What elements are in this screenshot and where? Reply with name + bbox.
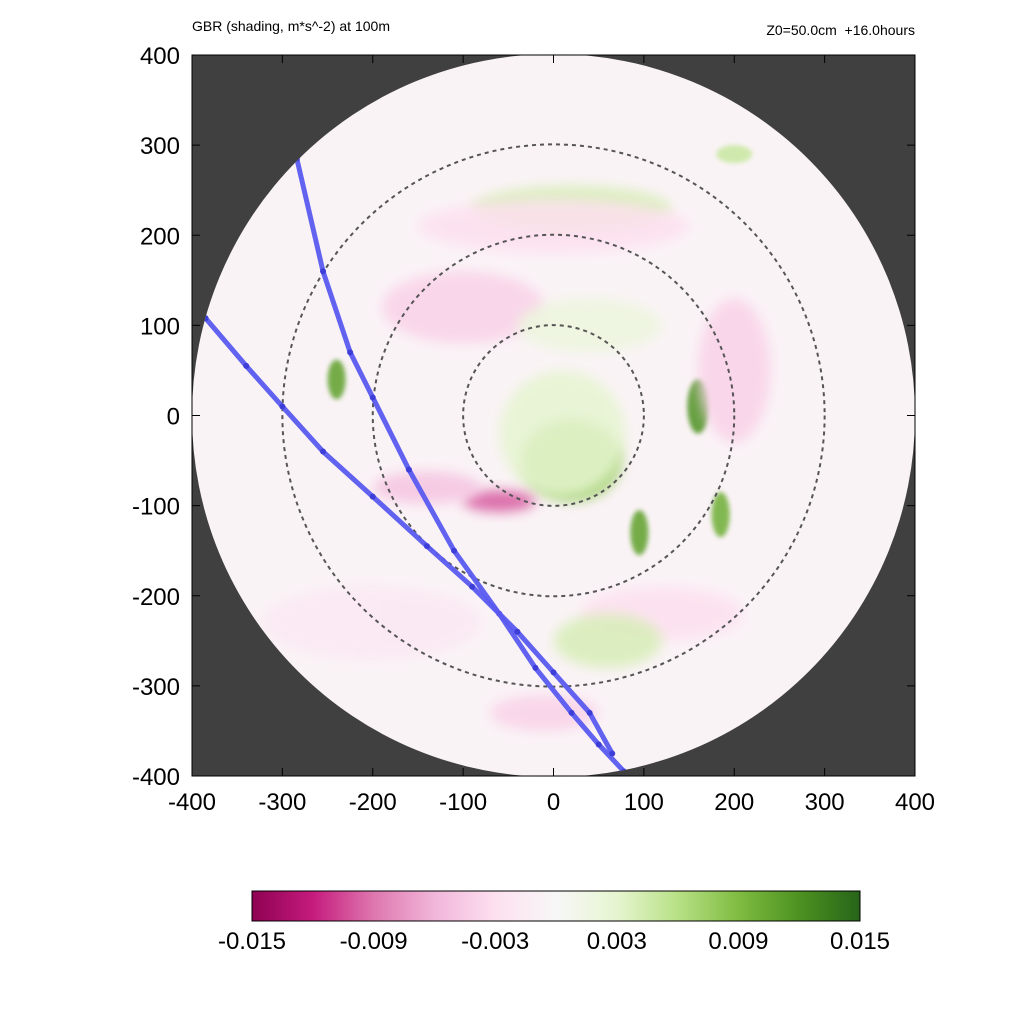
colorbar-tick-label: 0.015 [830,928,890,955]
colorbar: -0.015 -0.009 -0.003 0.003 0.009 0.015 [218,890,890,955]
x-tick-label: 0 [547,789,560,816]
range-ring-200 [371,233,736,598]
shading-feature-16 [517,298,662,353]
track-2-point-8 [514,628,521,635]
track-2-point-2 [243,362,250,369]
shading-feature-10 [381,271,545,344]
track-2-point-3 [279,403,286,410]
track-2-point-5 [369,493,376,500]
x-tick-label: 400 [895,789,935,816]
shading-feature-14 [553,613,662,668]
track-1-point-10 [595,741,602,748]
track-2-point-7 [469,583,476,590]
colorbar-gradient [251,890,861,922]
y-tick-label: -100 [132,494,180,521]
track-2-point-6 [423,543,430,550]
track-2-point-10 [586,709,593,716]
shading-feature-12 [417,199,690,254]
range-ring-100 [462,324,645,507]
shading-feature-9 [698,298,771,443]
y-tick-label: -300 [132,674,180,701]
shading-feature-17 [716,145,753,164]
track-1-point-2 [320,268,327,275]
shading-feature-7 [463,490,536,512]
colorbar-tick-label: 0.003 [587,928,647,955]
x-tick-label: -400 [168,789,216,816]
shading-feature-4 [630,510,649,556]
track-1-point-4 [369,394,376,401]
colorbar-tick-label: -0.003 [461,928,529,955]
chart-subtitle: Z0=50.0cm +16.0hours [766,22,915,38]
chart-title: GBR (shading, m*s^-2) at 100m [192,18,390,34]
shading-feature-5 [711,492,730,538]
shading-feature-6 [327,359,346,400]
x-tick-label: -300 [258,789,306,816]
x-tick-label: 100 [624,789,664,816]
y-tick-label: 0 [167,404,180,431]
track-1-point-5 [405,466,412,473]
x-tick-label: -100 [439,789,487,816]
shading-feature-2 [499,370,626,497]
y-tick-label: 400 [140,43,180,70]
y-tick-label: 300 [140,133,180,160]
track-2-point-4 [320,448,327,455]
x-tick-label: -200 [349,789,397,816]
colorbar-tick-label: -0.015 [218,928,286,955]
storm-tracks [202,155,627,775]
track-1-point-9 [568,709,575,716]
x-axis: -400 -300 -200 -100 0 100 200 300 400 [168,55,935,816]
x-tick-label: 300 [805,789,845,816]
track-2-point-9 [550,669,557,676]
shading-feature-8 [372,471,482,504]
track-1-point-8 [532,664,539,671]
y-axis: -400 -300 -200 -100 0 100 200 300 400 [132,43,915,791]
x-tick-label: 200 [714,789,754,816]
y-tick-label: 100 [140,313,180,340]
shading-features [264,145,771,731]
track-2-point-11 [609,750,616,757]
track-1-point-3 [347,349,354,356]
track-1-point-6 [451,547,458,554]
y-tick-label: -400 [132,764,180,791]
y-tick-label: -200 [132,584,180,611]
colorbar-tick-label: 0.009 [708,928,768,955]
shading-feature-18 [490,694,599,731]
y-tick-label: 200 [140,223,180,250]
shading-feature-15 [264,586,482,659]
colorbar-tick-label: -0.009 [340,928,408,955]
